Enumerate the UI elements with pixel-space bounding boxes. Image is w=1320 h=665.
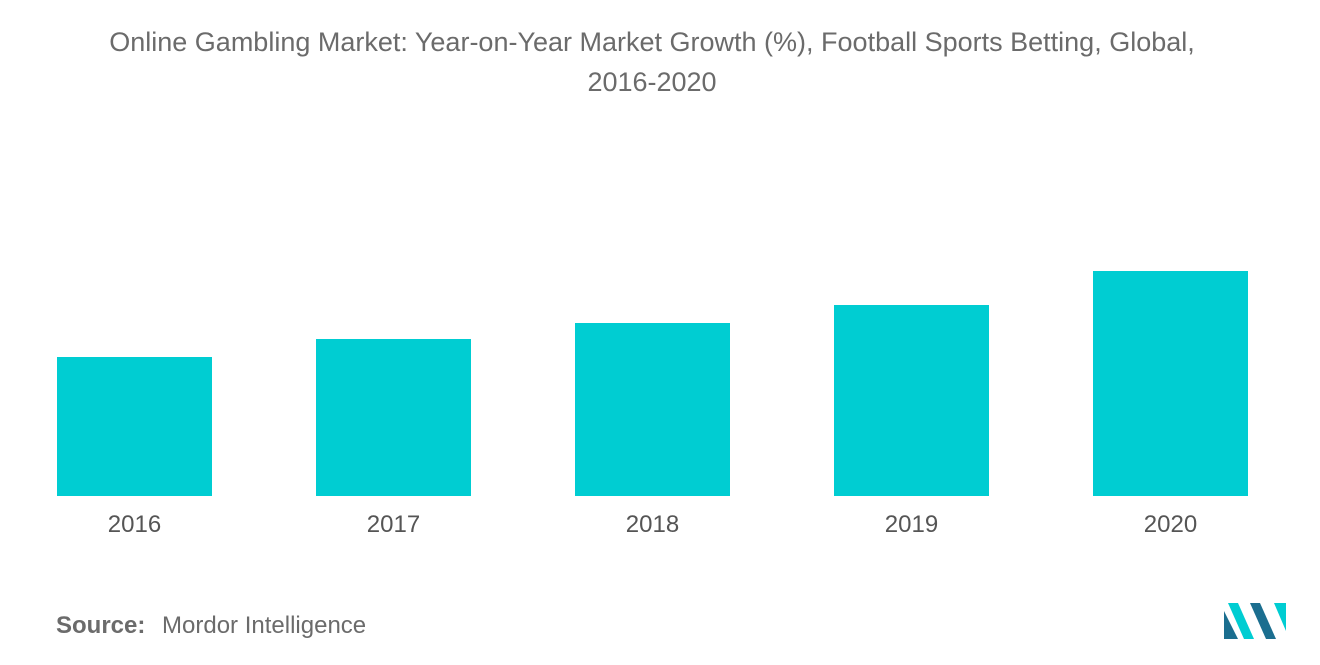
- chart-title-line-1: Online Gambling Market: Year-on-Year Mar…: [109, 27, 1195, 57]
- bar-chart: 2016 2017 2018 2019 2020: [57, 271, 1248, 538]
- bar-2016: [57, 357, 212, 496]
- source-label: Source:: [56, 612, 146, 639]
- chart-title-line-2: 2016-2020: [587, 67, 717, 97]
- logo-end-stroke: [1274, 603, 1286, 631]
- x-tick-label-2016: 2016: [108, 511, 161, 538]
- bar-2018: [575, 323, 730, 496]
- x-tick-label-2018: 2018: [626, 511, 679, 538]
- bar-2020: [1093, 271, 1248, 496]
- x-tick-label-2019: 2019: [885, 511, 938, 538]
- chart-title: Online Gambling Market: Year-on-Year Mar…: [0, 22, 1304, 102]
- logo-left-stroke: [1224, 611, 1238, 639]
- bar-2017: [316, 339, 471, 496]
- mordor-intelligence-logo-icon: [1224, 603, 1286, 639]
- x-tick-label-2017: 2017: [367, 511, 420, 538]
- bar-2019: [834, 305, 989, 496]
- logo-right-stroke: [1250, 603, 1276, 639]
- x-tick-label-2020: 2020: [1144, 511, 1197, 538]
- source-value: Mordor Intelligence: [162, 612, 367, 639]
- logo-mid-stroke: [1228, 603, 1254, 639]
- source-note: Source: Mordor Intelligence: [56, 612, 366, 640]
